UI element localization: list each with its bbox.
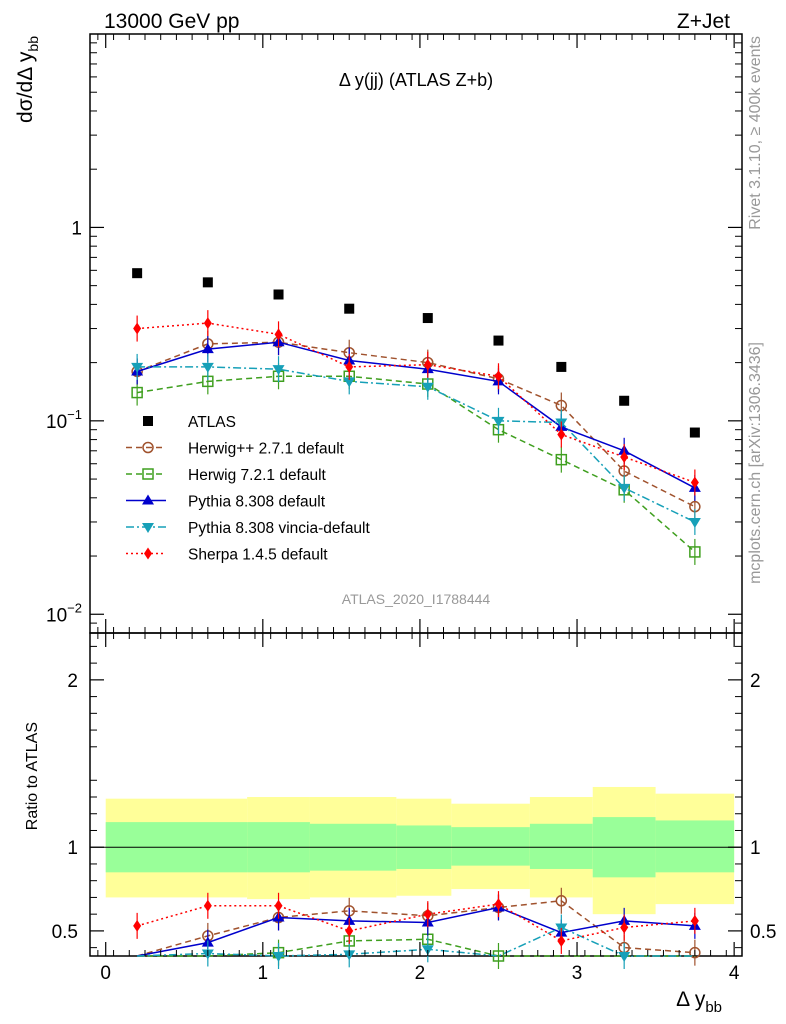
data-point: [133, 919, 142, 932]
x-tick-label: 3: [572, 963, 583, 984]
band-inner-bin: [529, 823, 593, 869]
series-line: [137, 926, 695, 957]
data-point: [203, 317, 212, 330]
data-point: [690, 476, 699, 489]
ratio-error-bands: [105, 786, 735, 915]
x-tick-label: 4: [729, 963, 740, 984]
data-point: [494, 370, 503, 383]
data-point: [494, 898, 503, 911]
data-point: [131, 362, 144, 373]
data-point: [202, 277, 213, 288]
data-point: [423, 358, 432, 371]
ratio-y-axis-label: Ratio to ATLAS: [24, 722, 41, 830]
data-point: [423, 908, 432, 921]
data-point: [344, 303, 355, 314]
data-point: [557, 934, 566, 947]
data-point: [274, 899, 283, 912]
series-line: [137, 322, 696, 484]
legend-label: Sherpa 1.4.5 default: [188, 547, 328, 564]
legend-marker: [142, 441, 154, 454]
data-point: [273, 289, 284, 300]
series-line: [136, 903, 695, 942]
data-point: [343, 377, 356, 388]
x-tick-label: 1: [258, 963, 269, 984]
y-tick-label: 1: [71, 218, 82, 239]
analysis-id: ATLAS_2020_I1788444: [342, 591, 491, 607]
legend-label: Herwig 7.2.1 default: [188, 467, 327, 484]
legend-marker: [144, 547, 152, 560]
legend-item: Sherpa 1.4.5 default: [126, 547, 328, 564]
data-point: [690, 914, 699, 927]
x-tick-label: 2: [415, 963, 426, 984]
data-point: [133, 322, 142, 335]
data-point: [345, 360, 354, 373]
data-point: [422, 313, 433, 324]
x-tick-label: 0: [100, 963, 111, 984]
rivet-label: Rivet 3.1.10, ≥ 400k events: [747, 36, 764, 230]
data-point: [618, 483, 631, 494]
data-point: [555, 453, 568, 466]
legend-marker: [143, 416, 153, 426]
data-point: [555, 895, 568, 907]
header-right: Z+Jet: [677, 10, 730, 33]
data-point: [272, 952, 285, 962]
data-point: [493, 335, 504, 346]
data-point: [131, 386, 143, 399]
header-left: 13000 GeV pp: [104, 10, 239, 33]
band-inner-bin: [655, 820, 735, 873]
legend-label: ATLAS: [188, 414, 236, 431]
data-point: [556, 361, 567, 372]
data-point: [689, 546, 701, 558]
ratio-y-tick-label-right: 2: [750, 671, 761, 692]
y-tick-label: 10−2: [46, 600, 82, 626]
legend-item: Herwig 7.2.1 default: [126, 467, 327, 484]
ratio-y-tick-label-right: 1: [750, 838, 761, 859]
data-point: [689, 946, 701, 959]
data-point: [421, 382, 434, 393]
data-point: [618, 952, 631, 962]
ratio-frame: [89, 632, 743, 957]
legend-label: Pythia 8.308 default: [188, 494, 326, 511]
x-axis-label: Δ ybb: [676, 988, 722, 1016]
data-point: [201, 343, 214, 354]
plot-title: Δ y(jj) (ATLAS Z+b): [339, 70, 493, 90]
y-tick-label: 10−1: [46, 407, 82, 433]
ratio-y-tick-label: 0.5: [52, 922, 78, 943]
ratio-y-tick-label-right: 0.5: [750, 922, 776, 943]
data-point: [619, 395, 630, 406]
data-point: [557, 428, 566, 441]
main-curves: [131, 268, 701, 565]
data-point: [492, 416, 505, 427]
legend-item: Pythia 8.308 vincia-default: [126, 520, 371, 537]
data-point: [620, 451, 629, 464]
mcplots-label: mcplots.cern.ch [arXiv:1306.3436]: [747, 342, 764, 584]
data-point: [132, 268, 143, 279]
data-point: [272, 365, 285, 376]
legend-item: Herwig++ 2.7.1 default: [126, 441, 345, 458]
data-point: [345, 924, 354, 937]
main-y-axis-label: dσ/dΔ ybb: [14, 36, 41, 123]
legend-item: ATLAS: [143, 414, 236, 431]
legend-marker: [142, 468, 154, 480]
main-frame: [89, 33, 743, 634]
data-point: [201, 362, 214, 373]
band-inner-bin: [451, 827, 530, 866]
legend-marker: [142, 494, 154, 505]
axes: 1 10−1 10−2 0.5 0.5 1 1 2 2 0 1 2 3 4: [46, 34, 776, 984]
ratio-y-tick-label: 2: [67, 671, 78, 692]
legend-label: Herwig++ 2.7.1 default: [188, 441, 345, 458]
legend-marker: [142, 523, 154, 533]
data-point: [274, 328, 283, 341]
data-point: [688, 517, 701, 528]
legend-label: Pythia 8.308 vincia-default: [188, 520, 371, 537]
data-point: [203, 899, 212, 912]
plot-frames: [89, 33, 743, 957]
data-point: [689, 427, 700, 438]
data-point: [620, 921, 629, 934]
legend-item: Pythia 8.308 default: [126, 494, 326, 511]
ratio-y-tick-label: 1: [67, 838, 78, 859]
legend: ATLAS Herwig++ 2.7.1 default Herwig 7.2.1 …: [126, 414, 371, 564]
